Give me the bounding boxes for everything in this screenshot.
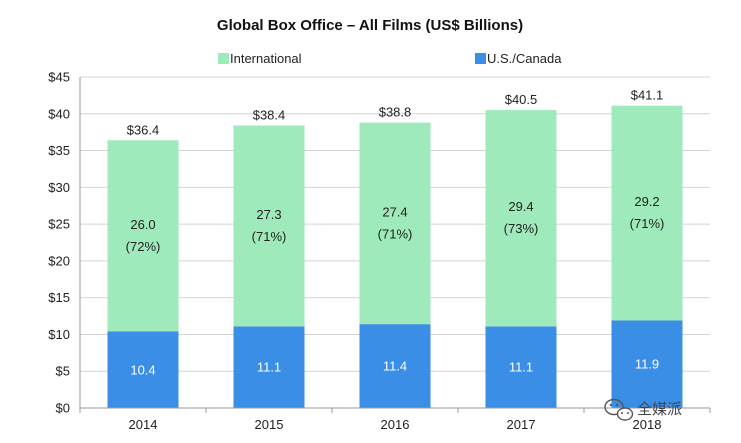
legend-swatch-international	[218, 53, 229, 64]
y-tick-label: $45	[48, 70, 70, 85]
total-value-label: $38.4	[253, 108, 286, 123]
international-value-label: 29.4	[508, 199, 533, 214]
us-canada-value-label: 11.4	[383, 359, 407, 374]
chart-title: Global Box Office – All Films (US$ Billi…	[217, 17, 523, 34]
us-canada-value-label: 10.4	[130, 362, 155, 377]
legend-label-us-canada: U.S./Canada	[487, 51, 562, 66]
bar-us-canada	[359, 324, 431, 408]
y-tick-label: $40	[48, 106, 70, 121]
bar-us-canada	[107, 331, 179, 408]
x-tick-label: 2015	[255, 417, 284, 432]
total-value-label: $38.8	[379, 105, 412, 120]
legend-label-international: International	[230, 51, 302, 66]
us-canada-value-label: 11.9	[635, 357, 659, 372]
bar-us-canada	[485, 326, 557, 408]
international-value-label: 27.3	[256, 207, 281, 222]
legend: International U.S./Canada	[218, 51, 562, 66]
watermark-text: 全媒派	[637, 400, 682, 418]
bar-international	[107, 140, 179, 332]
bar-international	[485, 110, 557, 327]
bar-international	[611, 105, 683, 321]
y-tick-label: $0	[56, 401, 70, 416]
wechat-icon	[604, 398, 634, 421]
us-canada-value-label: 11.1	[257, 360, 281, 375]
us-canada-value-label: 11.1	[509, 360, 533, 375]
international-share-label: (72%)	[126, 239, 161, 254]
legend-swatch-us-canada	[475, 53, 486, 64]
y-tick-label: $20	[48, 253, 70, 268]
bar-us-canada	[611, 320, 683, 408]
international-share-label: (71%)	[630, 216, 665, 231]
international-share-label: (71%)	[252, 229, 287, 244]
y-tick-label: $25	[48, 217, 70, 232]
watermark: 全媒派	[604, 398, 682, 421]
bar-us-canada	[233, 326, 305, 408]
x-tick-label: 2018	[633, 417, 662, 432]
y-tick-label: $10	[48, 327, 70, 342]
y-tick-label: $15	[48, 290, 70, 305]
international-value-label: 26.0	[130, 217, 155, 232]
international-value-label: 29.2	[634, 194, 659, 209]
total-value-label: $40.5	[505, 92, 538, 107]
data-labels: 10.4 26.0 (72%) $36.4 11.1 27.3 (71%) $38.4 11.4…	[126, 88, 665, 378]
y-tick-label: $30	[48, 180, 70, 195]
x-tick-label: 2017	[507, 417, 536, 432]
international-share-label: (73%)	[504, 221, 539, 236]
total-value-label: $41.1	[631, 88, 664, 103]
total-value-label: $36.4	[127, 122, 160, 137]
bar-international	[233, 125, 305, 327]
bar-international	[359, 122, 431, 325]
international-value-label: 27.4	[382, 204, 407, 219]
international-share-label: (71%)	[378, 226, 413, 241]
x-tick-label: 2014	[129, 417, 158, 432]
y-tick-label: $5	[56, 364, 70, 379]
bars	[107, 105, 683, 408]
y-tick-label: $35	[48, 143, 70, 158]
x-tick-label: 2016	[381, 417, 410, 432]
